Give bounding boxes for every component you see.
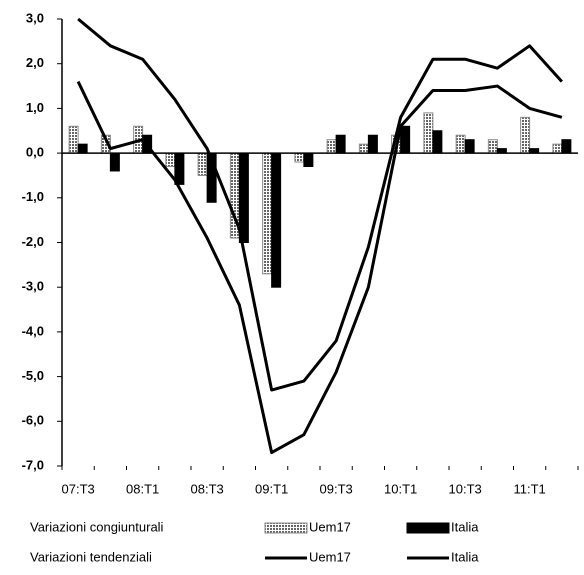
bar — [326, 139, 337, 154]
bar — [109, 152, 120, 172]
legend-group-label: Variazioni congiunturali — [30, 519, 164, 534]
y-tick-label: -6,0 — [22, 413, 44, 428]
bar — [335, 134, 346, 154]
bar — [552, 143, 563, 154]
bar — [262, 152, 273, 275]
legend-group-label: Variazioni tendenziali — [30, 549, 152, 564]
bar — [367, 134, 378, 154]
bar — [303, 152, 314, 168]
legend-swatch — [406, 522, 450, 534]
bar — [423, 112, 434, 154]
line — [76, 80, 563, 455]
y-tick-label: 1,0 — [26, 100, 44, 115]
legend-label: Uem17 — [309, 549, 351, 564]
legend-label: Italia — [451, 549, 479, 564]
x-tick-label: 10:T3 — [449, 481, 482, 496]
bar — [197, 152, 208, 176]
y-tick-label: -3,0 — [22, 279, 44, 294]
x-tick-label: 08:T1 — [126, 481, 159, 496]
y-tick-label: -5,0 — [22, 368, 44, 383]
bar — [68, 125, 79, 154]
y-tick-label: -2,0 — [22, 234, 44, 249]
legend-label: Italia — [451, 519, 479, 534]
x-tick-label: 10:T1 — [384, 481, 417, 496]
x-tick-label: 08:T3 — [191, 481, 224, 496]
x-tick-label: 11:T1 — [513, 481, 545, 496]
line — [77, 17, 563, 392]
y-tick-label: 3,0 — [26, 10, 44, 25]
bar — [561, 139, 572, 154]
bar — [520, 116, 531, 154]
legend-swatch — [264, 522, 308, 534]
y-tick-label: 2,0 — [26, 55, 44, 70]
x-tick-label: 09:T3 — [320, 481, 353, 496]
bar — [294, 152, 305, 163]
y-tick-label: 0,0 — [26, 145, 44, 160]
bar — [487, 139, 498, 154]
legend-label: Uem17 — [309, 519, 351, 534]
y-tick-label: -4,0 — [22, 323, 44, 338]
y-tick-label: -1,0 — [22, 189, 44, 204]
x-tick-label: 07:T3 — [62, 481, 95, 496]
bar — [358, 143, 369, 154]
bar — [464, 139, 475, 154]
bar — [165, 152, 176, 168]
x-tick-label: 09:T1 — [255, 481, 288, 496]
bar — [271, 152, 282, 288]
bar — [77, 143, 88, 154]
bar — [432, 130, 443, 154]
bar — [455, 134, 466, 154]
y-tick-label: -7,0 — [22, 457, 44, 472]
bar — [400, 125, 411, 154]
